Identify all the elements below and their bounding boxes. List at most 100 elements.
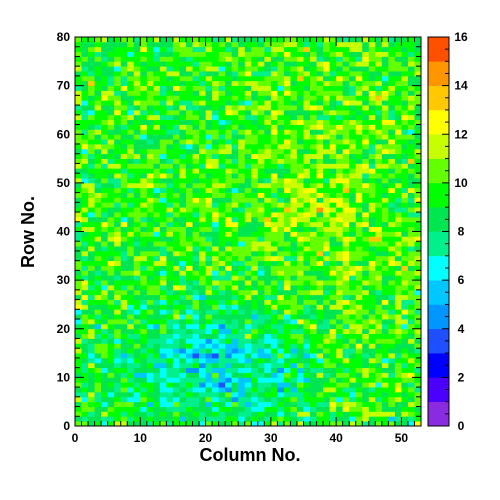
heatmap-cell xyxy=(127,382,135,388)
heatmap-cell xyxy=(192,143,200,150)
heatmap-cell xyxy=(323,187,331,193)
heatmap-cell xyxy=(375,309,383,315)
heatmap-cell xyxy=(414,260,422,266)
heatmap-cell xyxy=(401,100,409,106)
heatmap-cell xyxy=(303,46,311,52)
heatmap-cell xyxy=(75,362,82,369)
heatmap-cell xyxy=(153,85,161,91)
heatmap-cell xyxy=(407,85,415,91)
heatmap-cell xyxy=(310,192,317,198)
heatmap-cell xyxy=(88,367,95,373)
heatmap-cell xyxy=(394,124,402,130)
heatmap-cell xyxy=(120,187,128,193)
heatmap-cell xyxy=(179,163,187,169)
heatmap-cell xyxy=(362,372,370,378)
heatmap-cell xyxy=(238,153,246,159)
heatmap-cell xyxy=(296,421,304,427)
heatmap-cell xyxy=(342,85,350,91)
colorbar-swatch xyxy=(428,328,449,354)
heatmap-cell xyxy=(394,304,402,310)
heatmap-cell xyxy=(225,56,233,62)
heatmap-cell xyxy=(192,401,200,407)
heatmap-cell xyxy=(283,85,291,91)
heatmap-cell xyxy=(388,216,396,223)
heatmap-cell xyxy=(179,187,187,193)
heatmap-cell xyxy=(166,377,174,383)
heatmap-cell xyxy=(120,289,128,296)
heatmap-cell xyxy=(212,90,220,96)
heatmap-cell xyxy=(394,343,402,349)
heatmap-cell xyxy=(251,139,259,145)
heatmap-cell xyxy=(153,343,161,349)
heatmap-cell xyxy=(199,372,206,378)
heatmap-cell xyxy=(127,124,135,130)
heatmap-cell xyxy=(414,37,422,43)
heatmap-cell xyxy=(159,348,167,354)
heatmap-cell xyxy=(94,270,102,276)
heatmap-cell xyxy=(251,280,259,286)
heatmap-cell xyxy=(114,236,122,242)
heatmap-cell xyxy=(185,265,193,271)
heatmap-cell xyxy=(290,143,298,150)
heatmap-cell xyxy=(225,236,233,242)
heatmap-cell xyxy=(199,411,206,417)
heatmap-cell xyxy=(414,56,422,62)
heatmap-cell xyxy=(368,236,376,242)
heatmap-cell xyxy=(375,71,383,77)
heatmap-cell xyxy=(107,41,115,48)
heatmap-cell xyxy=(199,61,206,67)
heatmap-cell xyxy=(407,343,415,349)
heatmap-cell xyxy=(270,348,278,354)
heatmap-cell xyxy=(401,129,409,135)
heatmap-cell xyxy=(114,143,122,150)
heatmap-cell xyxy=(159,343,167,349)
heatmap-cell xyxy=(368,134,376,140)
heatmap-cell xyxy=(114,66,122,72)
heatmap-cell xyxy=(185,139,193,145)
heatmap-cell xyxy=(270,168,278,174)
heatmap-cell xyxy=(349,284,357,291)
heatmap-cell xyxy=(368,284,376,291)
heatmap-cell xyxy=(133,314,141,320)
heatmap-cell xyxy=(277,148,285,155)
heatmap-cell xyxy=(159,421,167,427)
heatmap-cell xyxy=(212,168,220,174)
heatmap-cell xyxy=(244,406,252,412)
heatmap-cell xyxy=(94,362,102,369)
heatmap-cell xyxy=(101,367,109,373)
heatmap-cell xyxy=(238,173,246,179)
heatmap-cell xyxy=(212,51,220,57)
heatmap-cell xyxy=(310,289,317,296)
heatmap-cell xyxy=(218,280,226,286)
heatmap-cell xyxy=(140,309,148,315)
heatmap-cell xyxy=(172,343,180,349)
heatmap-cell xyxy=(414,158,422,164)
heatmap-cell xyxy=(133,284,141,291)
heatmap-cell xyxy=(277,61,285,67)
heatmap-cell xyxy=(238,105,246,111)
heatmap-cell xyxy=(107,148,115,155)
heatmap-cell xyxy=(159,406,167,412)
heatmap-cell xyxy=(394,168,402,174)
heatmap-cell xyxy=(290,348,298,354)
heatmap-cell xyxy=(342,236,350,242)
heatmap-cell xyxy=(81,367,89,373)
heatmap-cell xyxy=(231,56,239,62)
heatmap-cell xyxy=(153,382,161,388)
heatmap-cell xyxy=(231,216,239,223)
heatmap-cell xyxy=(381,280,389,286)
heatmap-cell xyxy=(329,353,337,359)
heatmap-cell xyxy=(407,75,415,82)
heatmap-cell xyxy=(329,314,337,320)
heatmap-cell xyxy=(342,387,350,393)
heatmap-cell xyxy=(401,382,409,388)
heatmap-cell xyxy=(107,105,115,111)
heatmap-cell xyxy=(323,304,331,310)
heatmap-cell xyxy=(199,246,206,252)
heatmap-cell xyxy=(225,241,233,247)
heatmap-cell xyxy=(375,129,383,135)
heatmap-cell xyxy=(107,319,115,325)
heatmap-cell xyxy=(264,182,272,189)
heatmap-cell xyxy=(336,382,344,388)
heatmap-cell xyxy=(212,187,220,193)
